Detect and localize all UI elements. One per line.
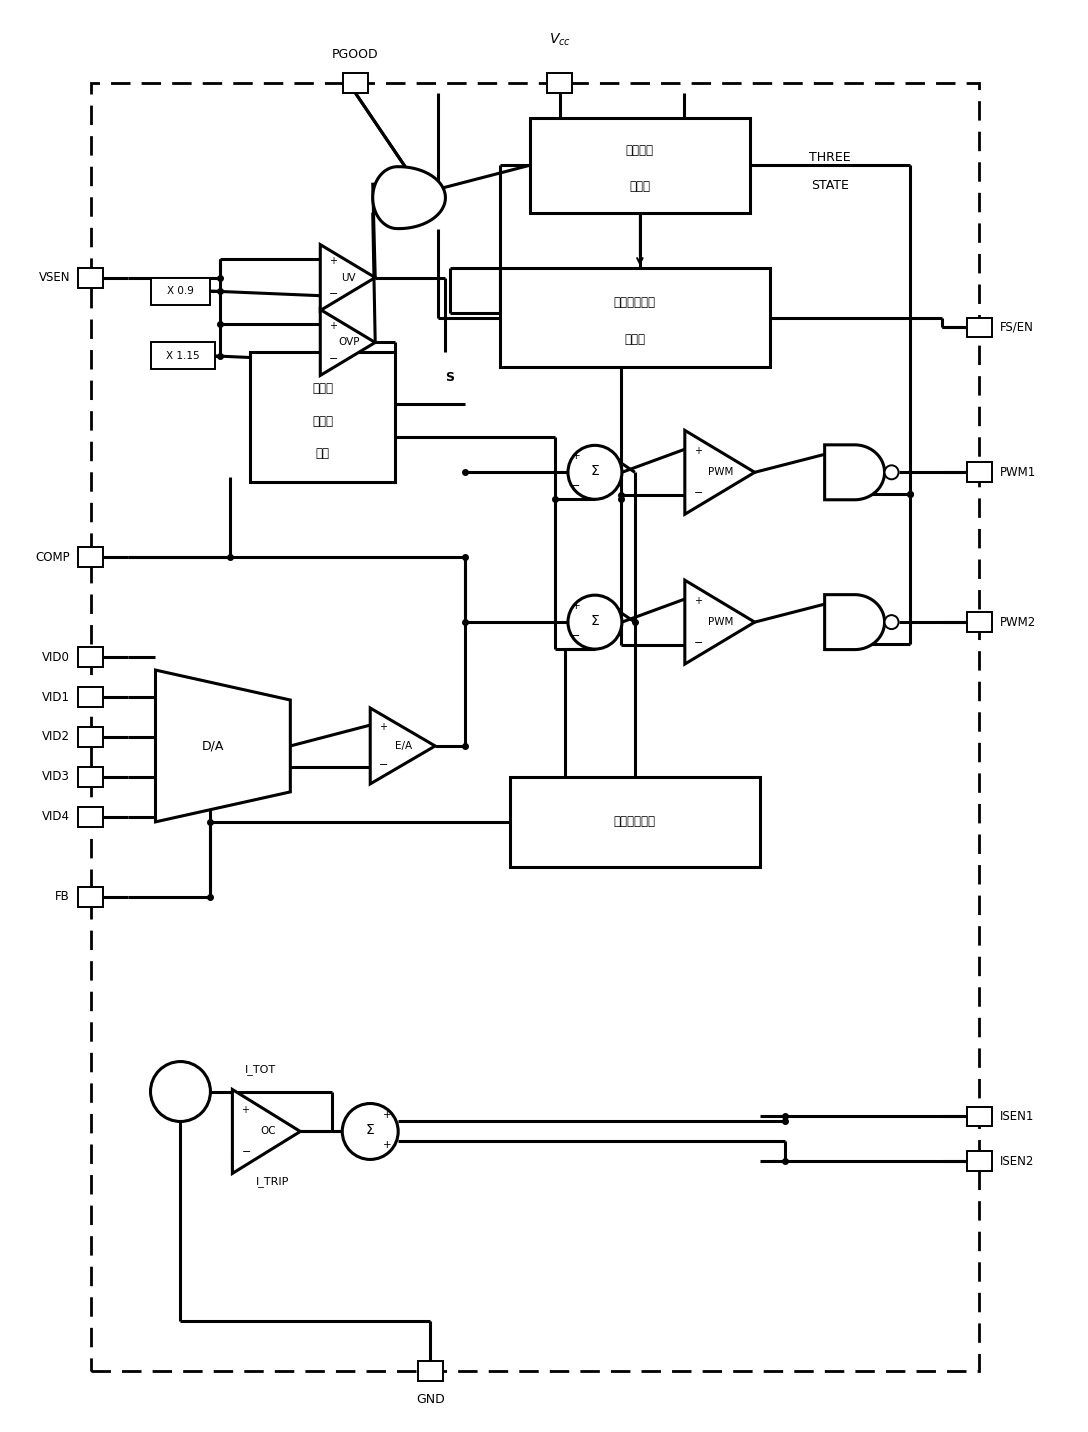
Polygon shape xyxy=(156,670,290,822)
Text: −: − xyxy=(571,481,581,491)
Text: VID0: VID0 xyxy=(42,650,70,663)
Text: +: + xyxy=(330,256,337,266)
Bar xyxy=(78,647,103,667)
Text: ISEN1: ISEN1 xyxy=(1000,1110,1035,1123)
Bar xyxy=(78,547,103,567)
Bar xyxy=(78,806,103,826)
Bar xyxy=(90,83,979,1372)
Text: E/A: E/A xyxy=(395,740,412,750)
Text: −: − xyxy=(330,354,338,364)
Text: −: − xyxy=(694,639,703,649)
Text: +: + xyxy=(330,321,337,331)
Text: +: + xyxy=(383,1140,392,1150)
Bar xyxy=(530,117,750,212)
Text: 电源启动: 电源启动 xyxy=(626,145,654,158)
Polygon shape xyxy=(825,594,885,650)
Bar xyxy=(78,268,103,288)
Text: I_TRIP: I_TRIP xyxy=(256,1176,289,1187)
Text: −: − xyxy=(242,1147,250,1157)
Text: VID1: VID1 xyxy=(42,690,70,703)
Text: +: + xyxy=(571,601,580,611)
Bar xyxy=(78,886,103,906)
Bar xyxy=(967,1151,992,1171)
Text: +: + xyxy=(694,596,702,606)
Text: 和复位: 和复位 xyxy=(629,179,651,192)
Text: GND: GND xyxy=(416,1393,445,1406)
Bar xyxy=(150,278,210,305)
Text: −: − xyxy=(694,488,703,498)
Text: VID4: VID4 xyxy=(42,811,70,823)
Text: PWM: PWM xyxy=(708,617,734,627)
Text: PWM1: PWM1 xyxy=(1000,465,1036,478)
Polygon shape xyxy=(373,166,445,229)
Circle shape xyxy=(568,445,622,500)
Bar xyxy=(250,352,395,483)
Bar xyxy=(343,73,368,93)
Text: PWM: PWM xyxy=(708,467,734,477)
Bar xyxy=(967,463,992,483)
Circle shape xyxy=(343,1104,398,1160)
Text: I_TOT: I_TOT xyxy=(245,1064,276,1075)
Bar xyxy=(78,687,103,707)
Text: −: − xyxy=(380,760,388,770)
Text: 保护: 保护 xyxy=(316,447,330,460)
Text: −: − xyxy=(330,289,338,299)
Bar xyxy=(510,778,759,866)
Text: $\Sigma$: $\Sigma$ xyxy=(590,614,599,629)
Text: COMP: COMP xyxy=(36,551,70,564)
Polygon shape xyxy=(370,707,435,783)
Text: ISEN2: ISEN2 xyxy=(1000,1156,1035,1169)
Polygon shape xyxy=(684,431,755,514)
Bar xyxy=(500,268,769,368)
Text: $V_{cc}$: $V_{cc}$ xyxy=(549,32,571,47)
Bar xyxy=(967,611,992,632)
Text: FB: FB xyxy=(55,891,70,904)
Text: +: + xyxy=(694,447,702,457)
Text: UV: UV xyxy=(342,272,356,282)
Bar xyxy=(78,768,103,788)
Text: +: + xyxy=(242,1106,249,1116)
Text: STATE: STATE xyxy=(811,179,849,192)
Text: $\Sigma$: $\Sigma$ xyxy=(590,464,599,478)
Text: FS/EN: FS/EN xyxy=(1000,321,1034,334)
Circle shape xyxy=(885,616,899,629)
Bar xyxy=(150,342,215,369)
Polygon shape xyxy=(825,445,885,500)
Text: +: + xyxy=(571,451,580,461)
Text: 产生器: 产生器 xyxy=(625,334,645,347)
Polygon shape xyxy=(320,309,375,375)
Text: 时钟和锯齿波: 时钟和锯齿波 xyxy=(614,296,656,309)
Text: VSEN: VSEN xyxy=(38,271,70,284)
Text: $\Sigma$: $\Sigma$ xyxy=(366,1124,375,1137)
Text: +: + xyxy=(383,1110,392,1120)
Bar xyxy=(78,727,103,748)
Polygon shape xyxy=(684,580,755,664)
Text: D/A: D/A xyxy=(201,739,224,752)
Text: X 1.15: X 1.15 xyxy=(166,351,200,361)
Bar xyxy=(967,1107,992,1127)
Text: 软启动: 软启动 xyxy=(312,382,333,395)
Bar xyxy=(967,318,992,338)
Text: OC: OC xyxy=(260,1127,275,1137)
Text: THREE: THREE xyxy=(808,150,851,163)
Text: VID3: VID3 xyxy=(42,770,70,783)
Text: PGOOD: PGOOD xyxy=(332,47,379,60)
Bar xyxy=(547,73,572,93)
Circle shape xyxy=(150,1061,210,1121)
Polygon shape xyxy=(233,1090,300,1173)
Text: S: S xyxy=(446,371,455,384)
Text: PWM2: PWM2 xyxy=(1000,616,1036,629)
Text: 和故障: 和故障 xyxy=(312,415,333,428)
Text: OVP: OVP xyxy=(338,338,360,348)
Polygon shape xyxy=(320,245,375,311)
Text: +: + xyxy=(380,722,387,732)
Text: X 0.9: X 0.9 xyxy=(168,286,194,296)
Circle shape xyxy=(885,465,899,480)
Circle shape xyxy=(568,596,622,649)
Bar xyxy=(418,1362,443,1380)
Text: −: − xyxy=(571,632,581,642)
Text: 电流校正电路: 电流校正电路 xyxy=(614,815,656,828)
Text: VID2: VID2 xyxy=(42,730,70,743)
